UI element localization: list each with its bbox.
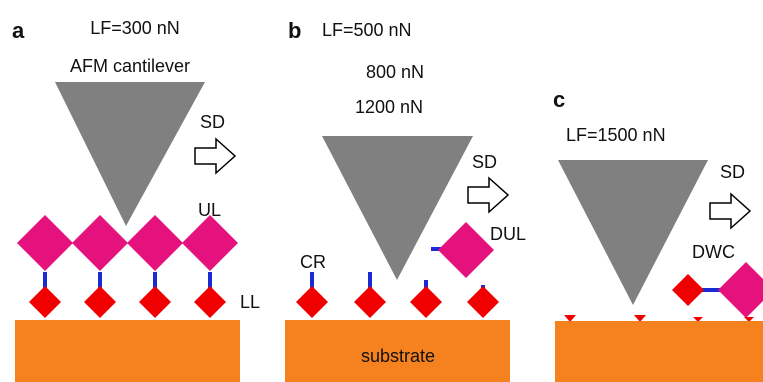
panel-b: b LF=500 nN 800 nN 1200 nN SD DUL CR sub… [285,18,526,382]
load-label: 800 nN [366,62,424,82]
load-label: 1200 nN [355,97,423,117]
panel-label: b [288,18,301,43]
substrate-label: substrate [361,346,435,366]
panel-label: a [12,18,25,43]
figure: a LF=300 nN AFM cantilever SD UL LL b LF… [0,0,763,382]
cantilever [55,82,205,226]
panel-a: a LF=300 nN AFM cantilever SD UL LL [12,18,260,382]
cr-label: CR [300,252,326,272]
sd-label: SD [200,112,225,132]
layers [17,215,238,318]
cantilever-label: AFM cantilever [70,56,190,76]
arrow [468,178,508,212]
sd-label: SD [720,162,745,182]
substrate [555,321,763,382]
load-label: LF=300 nN [90,18,180,38]
panel-label: c [553,87,565,112]
dwc-label: DWC [692,242,735,262]
layers [564,262,763,322]
dul-label: DUL [490,224,526,244]
panel-c: c LF=1500 nN SD DWC [553,87,763,382]
sd-label: SD [472,152,497,172]
arrow [710,194,750,228]
load-label: LF=500 nN [322,20,412,40]
load-label: LF=1500 nN [566,125,666,145]
substrate [15,320,240,382]
ll-label: LL [240,292,260,312]
arrow [195,139,235,173]
